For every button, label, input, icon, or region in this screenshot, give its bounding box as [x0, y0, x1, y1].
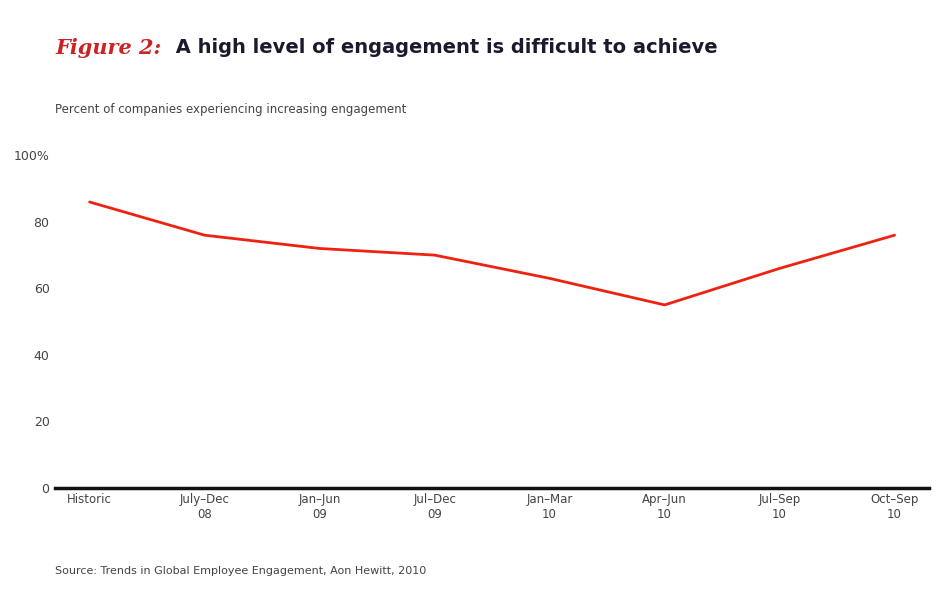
- Text: A high level of engagement is difficult to achieve: A high level of engagement is difficult …: [169, 38, 718, 57]
- Text: Employee engagement over time: Employee engagement over time: [355, 96, 629, 112]
- Text: Figure 2:: Figure 2:: [55, 38, 162, 59]
- Text: Source: Trends in Global Employee Engagement, Aon Hewitt, 2010: Source: Trends in Global Employee Engage…: [55, 566, 427, 576]
- Text: Percent of companies experiencing increasing engagement: Percent of companies experiencing increa…: [55, 103, 407, 116]
